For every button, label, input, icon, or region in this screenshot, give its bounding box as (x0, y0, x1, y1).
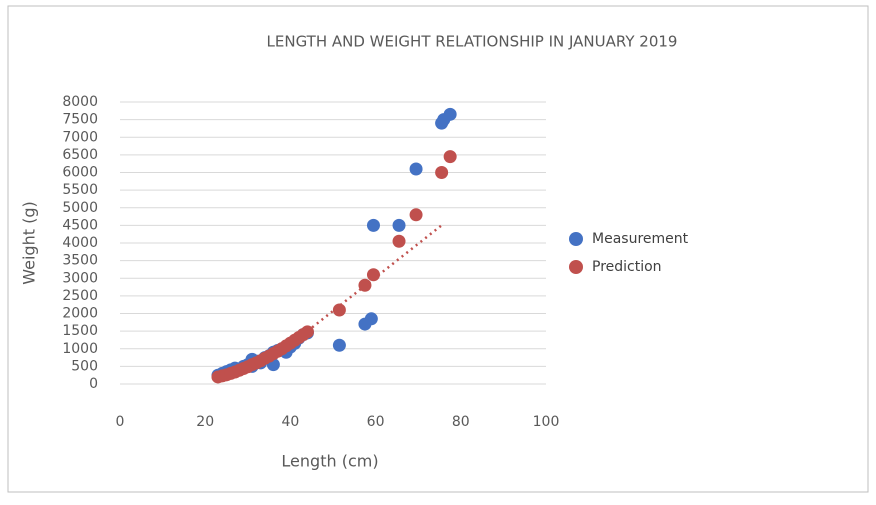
scatter-point (443, 150, 457, 164)
chart-frame (7, 5, 869, 493)
legend-marker (569, 260, 583, 274)
scatter-point (366, 218, 380, 232)
scatter-point (409, 208, 423, 222)
x-tick-label: 40 (281, 414, 299, 430)
x-tick-label: 0 (116, 414, 125, 430)
scatter-point (364, 312, 378, 326)
scatter-point (392, 234, 406, 248)
y-tick-label: 0 (89, 376, 98, 392)
y-tick-label: 1000 (62, 341, 98, 357)
y-tick-label: 4500 (62, 217, 98, 233)
y-tick-label: 5500 (62, 182, 98, 198)
x-tick-label: 100 (533, 414, 560, 430)
y-tick-label: 8000 (62, 94, 98, 110)
scatter-point (332, 338, 346, 352)
y-tick-label: 1500 (62, 323, 98, 339)
legend-marker (569, 232, 583, 246)
y-tick-label: 500 (71, 358, 98, 374)
scatter-point (443, 107, 457, 121)
y-tick-label: 2000 (62, 306, 98, 322)
y-tick-label: 6000 (62, 165, 98, 181)
y-tick-label: 5000 (62, 200, 98, 216)
scatter-point (392, 218, 406, 232)
scatter-point (435, 166, 449, 179)
scatter-point (409, 162, 423, 176)
x-tick-label: 60 (367, 414, 385, 430)
y-tick-label: 3500 (62, 253, 98, 269)
y-axis-label: Weight (g) (20, 201, 39, 284)
y-tick-label: 3000 (62, 270, 98, 286)
y-tick-label: 2500 (62, 288, 98, 304)
y-tick-label: 6500 (62, 147, 98, 163)
x-axis-label: Length (cm) (281, 452, 378, 471)
scatter-point (366, 268, 380, 282)
scatter-point (332, 303, 346, 317)
x-tick-label: 80 (452, 414, 470, 430)
y-tick-label: 7000 (62, 129, 98, 145)
x-tick-label: 20 (196, 414, 214, 430)
legend-label: Prediction (592, 259, 662, 275)
y-tick-label: 7500 (62, 112, 98, 128)
chart-title: LENGTH AND WEIGHT RELATIONSHIP IN JANUAR… (267, 33, 678, 51)
scatter-point (300, 325, 314, 339)
y-tick-label: 4000 (62, 235, 98, 251)
trendline (306, 222, 445, 333)
legend-label: Measurement (592, 231, 689, 247)
